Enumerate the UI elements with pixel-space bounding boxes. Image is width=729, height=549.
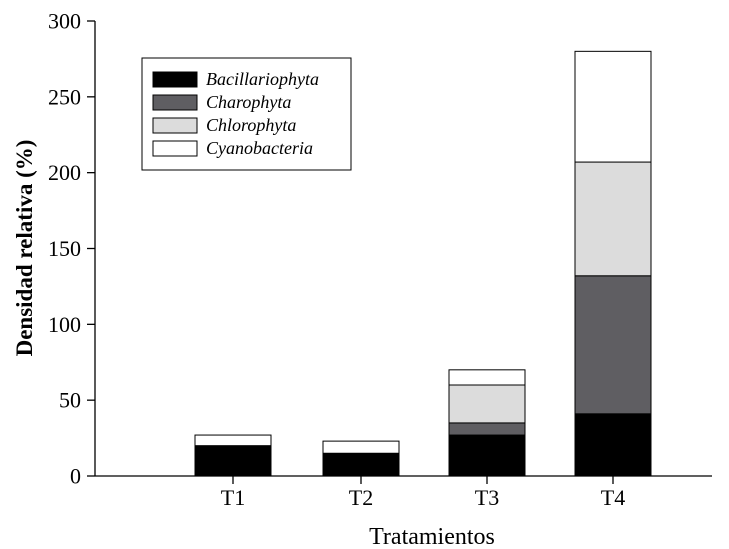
bar-segment-bacillariophyta-t4 (574, 413, 652, 477)
legend-swatch (152, 117, 198, 134)
bars (194, 50, 652, 477)
y-tick-label: 200 (48, 160, 81, 185)
legend-label: Chlorophyta (206, 115, 296, 135)
y-axis: 0 50 100 150 200 250 300 (48, 9, 96, 489)
bar-segment-bacillariophyta-t3 (448, 434, 526, 477)
bar-segment-cyanobacteria-t1 (194, 434, 272, 447)
bar-segment-chlorophyta-t4 (574, 161, 652, 277)
bar-segment-charophyta-t3 (448, 422, 526, 436)
legend-swatch (152, 94, 198, 111)
legend-swatch (152, 140, 198, 157)
x-tick-label: T3 (475, 485, 499, 510)
bar-segment-cyanobacteria-t4 (574, 50, 652, 163)
bar-segment-cyanobacteria-t2 (322, 440, 400, 454)
y-axis-title: Densidad relativa (%) (12, 140, 37, 357)
legend: Bacillariophyta Charophyta Chlorophyta Cyan… (141, 57, 352, 171)
y-tick-label: 250 (48, 84, 81, 109)
x-axis-title: Tratamientos (369, 524, 495, 549)
y-tick-label: 100 (48, 312, 81, 337)
bar-segment-bacillariophyta-t2 (322, 452, 400, 477)
y-tick-label: 50 (59, 388, 81, 413)
bar-segment-charophyta-t4 (574, 275, 652, 415)
bar-segment-chlorophyta-t3 (448, 384, 526, 424)
y-tick-label: 300 (48, 9, 81, 34)
x-tick-label: T1 (221, 485, 245, 510)
y-tick-label: 0 (70, 464, 81, 489)
legend-label: Charophyta (206, 92, 291, 112)
x-axis: T1 T2 T3 T4 (95, 475, 712, 510)
bar-segment-cyanobacteria-t3 (448, 369, 526, 386)
legend-label: Cyanobacteria (206, 138, 313, 158)
x-tick-label: T2 (349, 485, 373, 510)
bar-segment-bacillariophyta-t1 (194, 445, 272, 477)
legend-label: Bacillariophyta (206, 69, 319, 89)
y-tick-label: 150 (48, 236, 81, 261)
legend-swatch (152, 71, 198, 88)
x-tick-label: T4 (601, 485, 625, 510)
